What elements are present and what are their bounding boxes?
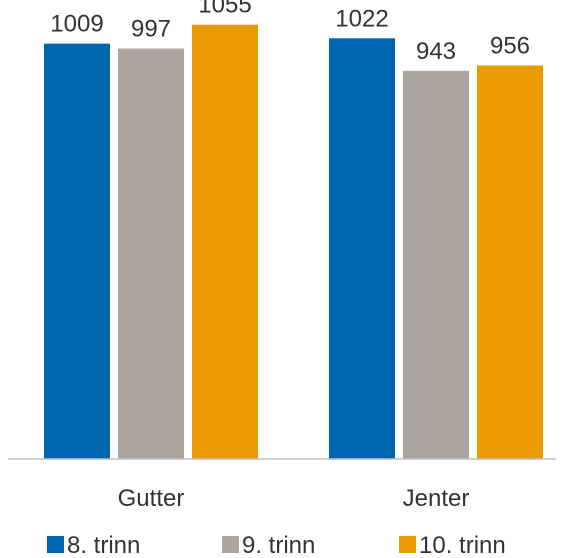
legend-label: 10. trinn	[419, 532, 506, 558]
data-label: 943	[416, 38, 456, 65]
legend-swatch	[222, 536, 239, 553]
data-label: 1022	[335, 5, 388, 32]
data-label: 1055	[198, 0, 251, 19]
legend-swatch	[47, 536, 64, 553]
data-label: 997	[131, 16, 171, 43]
category-label: Jenter	[403, 485, 470, 512]
data-label: 956	[490, 32, 530, 59]
bars	[44, 24, 543, 460]
legend: 8. trinn 9. trinn 10. trinn	[47, 532, 506, 558]
bar-jenter-series-2	[403, 70, 469, 459]
data-label: 1009	[50, 11, 103, 38]
legend-swatch	[399, 536, 416, 553]
bar-jenter-series-1	[329, 38, 395, 460]
data-labels: 1009 997 1055 1022 943 956	[50, 0, 530, 65]
legend-label: 9. trinn	[242, 532, 315, 558]
bar-jenter-series-3	[477, 65, 543, 460]
category-label: Gutter	[118, 485, 185, 512]
bar-gutter-series-2	[118, 48, 184, 460]
legend-label: 8. trinn	[67, 532, 140, 558]
bar-gutter-series-3	[192, 24, 258, 459]
bar-gutter-series-1	[44, 43, 110, 460]
category-labels: Gutter Jenter	[118, 485, 470, 512]
